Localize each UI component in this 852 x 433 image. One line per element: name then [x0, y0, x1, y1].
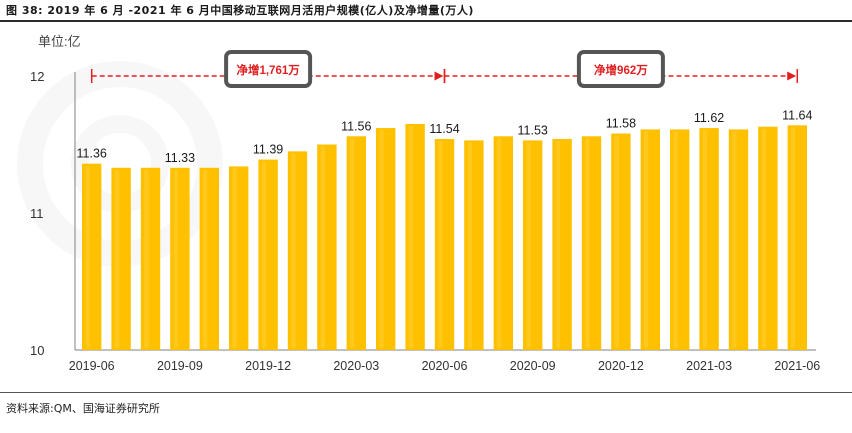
bar-2021-02: [669, 129, 690, 350]
data-label: 11.56: [341, 119, 371, 133]
bar-shine: [732, 131, 737, 348]
bar-2019-11: [228, 166, 249, 350]
data-label: 11.33: [165, 151, 195, 165]
x-tick-label: 2021-03: [686, 359, 732, 373]
bar-2019-07: [111, 167, 131, 350]
y-axis: 10 11 12: [30, 69, 76, 358]
annotation-label: 净增1,761万: [236, 63, 300, 77]
bar-shine: [761, 128, 766, 348]
annotation-box: [224, 50, 313, 88]
net-increase-annotations: 净增1,761万 净增962万: [90, 50, 799, 88]
annotation-box: [576, 50, 665, 88]
bar-2020-01: [287, 151, 308, 350]
bar-shine: [261, 161, 267, 348]
bar-2021-01: [640, 129, 661, 350]
bar-2019-06: [81, 163, 102, 350]
bar-shine: [585, 138, 590, 348]
bar-shine: [408, 125, 414, 348]
bar-shine: [85, 165, 90, 348]
data-label: 11.58: [606, 117, 636, 131]
data-label: 11.62: [694, 111, 724, 125]
data-labels: 11.36 11.33 11.39 11.56 11.54 11.53 11.58 11.62…: [77, 108, 813, 164]
caption-divider: [0, 20, 852, 22]
x-tick-label: 2019-06: [69, 359, 115, 373]
bar-shine: [791, 127, 796, 348]
bar-2019-12: [258, 159, 278, 350]
bar-series: [81, 123, 808, 350]
bar-2020-05: [405, 123, 425, 350]
bar-2020-12: [611, 133, 631, 350]
unit-label: 单位:亿: [38, 34, 81, 49]
bar-2019-08: [140, 167, 161, 350]
bar-shine: [379, 130, 384, 348]
bar-shine: [173, 169, 178, 348]
x-tick-label: 2020-06: [422, 359, 468, 373]
data-label: 11.54: [429, 122, 459, 136]
y-tick-label: 11: [30, 206, 44, 221]
bar-shine: [526, 142, 531, 348]
bar-shine: [467, 142, 472, 348]
source-divider: [0, 392, 852, 393]
bar-2020-10: [552, 139, 572, 350]
y-tick-label: 12: [30, 69, 44, 84]
bar-2020-03: [346, 136, 367, 350]
figure-caption: 图 38: 2019 年 6 月 -2021 年 6 月中国移动互联网月活用户规…: [6, 4, 474, 17]
bar-2021-06: [787, 125, 808, 350]
bar-2021-03: [699, 128, 719, 350]
bar-shine: [232, 168, 237, 348]
data-label: 11.53: [518, 123, 548, 137]
bar-shine: [702, 130, 708, 348]
bar-2020-04: [375, 128, 396, 350]
bar-shine: [614, 135, 619, 348]
bar-2021-05: [758, 126, 778, 350]
x-tick-label: 2019-12: [245, 359, 291, 373]
source-note: 资料来源:QM、国海证券研究所: [6, 402, 160, 415]
bar-shine: [203, 169, 208, 348]
x-axis: 2019-06 2019-09 2019-12 2020-03 2020-06 2020-…: [69, 349, 820, 373]
x-tick-label: 2020-09: [510, 359, 556, 373]
y-tick-label: 10: [30, 343, 44, 358]
annotation-label: 净增962万: [594, 63, 648, 77]
bar-2020-02: [317, 144, 337, 350]
bar-2020-06: [434, 139, 455, 350]
bar-shine: [644, 131, 649, 348]
data-label: 11.64: [782, 108, 812, 122]
x-tick-label: 2019-09: [157, 359, 203, 373]
bar-shine: [114, 169, 120, 348]
bar-chart: 单位:亿 10 11 12 2019-06 2019-09 2019-12 2020-03…: [17, 34, 820, 373]
x-tick-label: 2020-12: [598, 359, 644, 373]
data-label: 11.39: [253, 143, 283, 157]
bar-shine: [350, 138, 355, 348]
x-tick-label: 2021-06: [774, 359, 820, 373]
bar-2020-11: [581, 136, 602, 350]
bar-shine: [144, 169, 149, 348]
bar-shine: [320, 146, 325, 348]
bar-shine: [291, 153, 296, 348]
bar-2020-08: [493, 136, 514, 350]
data-label: 11.36: [77, 147, 107, 161]
bar-shine: [673, 131, 678, 348]
bar-shine: [555, 141, 561, 348]
bar-shine: [497, 138, 502, 348]
x-tick-label: 2020-03: [333, 359, 379, 373]
bar-shine: [438, 141, 443, 348]
bar-2020-07: [464, 140, 484, 350]
bar-2020-09: [522, 140, 543, 350]
bar-2021-04: [728, 129, 749, 350]
bar-2019-09: [170, 167, 190, 350]
bar-2019-10: [199, 167, 220, 350]
